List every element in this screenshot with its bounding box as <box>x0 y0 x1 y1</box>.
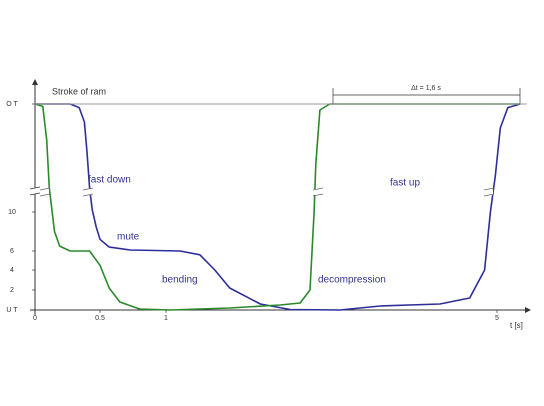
x-tick-label: 1 <box>164 315 168 322</box>
curve-break <box>82 193 94 197</box>
curve-break <box>82 187 94 191</box>
y-tick-label: 2 <box>10 287 14 294</box>
x-tick-label: 5 <box>495 315 499 322</box>
x-tick-label: 0 <box>33 315 37 322</box>
y-tick-label: 6 <box>10 248 14 255</box>
annotation: fast up <box>390 178 420 189</box>
annotation: decompression <box>318 275 386 286</box>
y-tick-label: 4 <box>10 267 14 274</box>
curve-break <box>39 187 51 191</box>
annotation: fast down <box>88 175 131 186</box>
curve-break <box>483 193 495 197</box>
series-line <box>34 103 521 311</box>
curve-break <box>84 189 92 195</box>
annotation: Δt = 1,6 s <box>411 85 441 92</box>
series-line <box>35 103 521 311</box>
y-tick-label: O T <box>6 101 18 108</box>
x-axis-label: t [s] <box>510 321 523 330</box>
y-tick-label: U T <box>6 307 18 314</box>
curve-break <box>312 193 324 197</box>
curve-break <box>312 187 324 191</box>
curve-break <box>314 189 322 195</box>
delta-t-bracket <box>332 88 521 104</box>
curve-break <box>483 187 495 191</box>
y-tick-label: 10 <box>8 209 16 216</box>
curve-break <box>41 189 49 195</box>
curve-break <box>39 193 51 197</box>
curve-break <box>485 189 493 195</box>
x-tick-label: 0.5 <box>95 315 105 322</box>
curves <box>34 103 521 311</box>
annotation: bending <box>162 275 198 286</box>
axis-break <box>29 186 41 196</box>
y-axis-label: Stroke of ram <box>52 86 106 96</box>
annotation: mute <box>117 232 140 243</box>
